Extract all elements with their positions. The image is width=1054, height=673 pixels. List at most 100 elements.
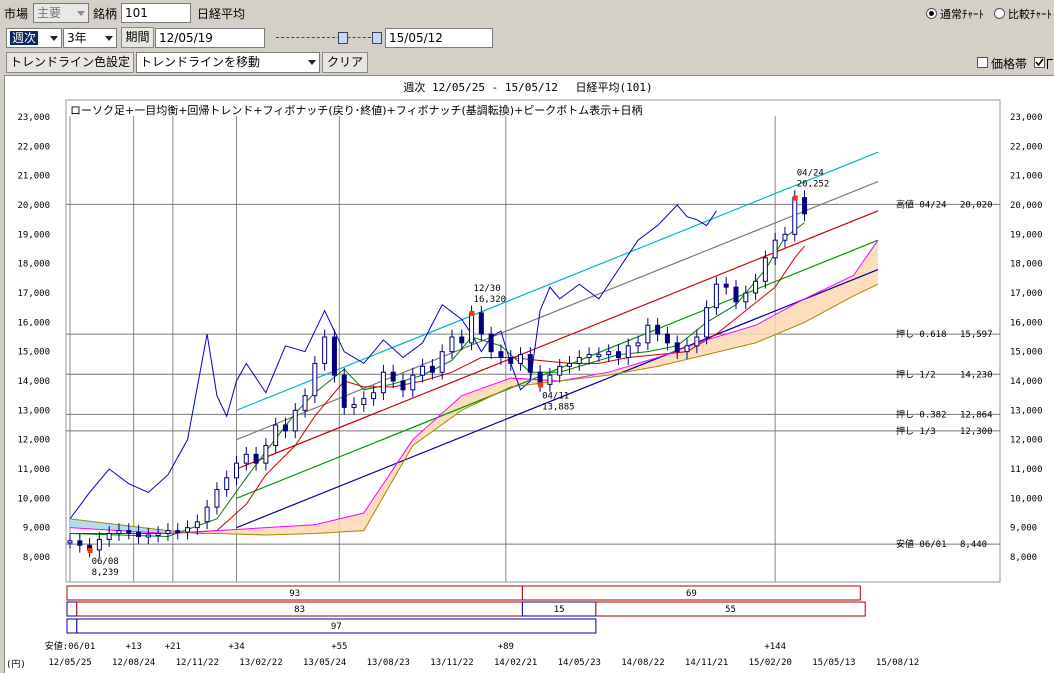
candle-body [488, 333, 494, 353]
price-band-checkbox[interactable] [977, 57, 988, 68]
candle-body [459, 336, 465, 344]
x-tick-label: 13/02/22 [239, 658, 282, 668]
candle-body [233, 462, 239, 479]
candle-body [145, 534, 151, 538]
market-select[interactable]: 主要 [33, 3, 89, 23]
candle-body [312, 362, 318, 397]
clear-button[interactable]: クリア [322, 52, 368, 73]
day-count-box [521, 585, 861, 601]
chevron-down-icon [308, 60, 316, 65]
x-tick-label: 13/05/24 [303, 658, 346, 668]
candle-body [243, 453, 249, 464]
y-tick-label-left: 19,000 [17, 230, 50, 240]
y-tick-label-right: 15,000 [1010, 348, 1043, 358]
candle-body [96, 538, 102, 551]
symbol-name: 日経平均 [197, 7, 246, 21]
compare-chart-label: 比較ﾁｬｰﾄ [1008, 8, 1052, 21]
trendline-action-select[interactable]: トレンドラインを移動 [136, 52, 320, 73]
check-icon [1035, 58, 1044, 67]
candle-body [557, 365, 563, 376]
vertical-marker-label: +13 [126, 642, 142, 652]
second-checkbox[interactable] [1034, 57, 1045, 68]
candle-body [635, 342, 641, 347]
y-tick-label-left: 21,000 [17, 172, 50, 182]
day-count-label: 83 [294, 605, 305, 615]
day-count-label: 69 [686, 589, 697, 599]
x-tick-label: 14/02/21 [494, 658, 537, 668]
date-range-slider[interactable] [276, 32, 384, 44]
x-tick-label: 14/05/23 [558, 658, 601, 668]
candle-body [341, 374, 347, 408]
y-tick-label-left: 23,000 [17, 113, 50, 123]
day-count-label: 15 [554, 605, 565, 615]
series-line-lagging-span [69, 204, 717, 520]
candle-body [645, 324, 651, 344]
y-tick-label-right: 8,000 [1010, 553, 1037, 563]
peak-marker [792, 195, 798, 201]
peak-value-label: 13,885 [542, 402, 575, 412]
end-date-input[interactable]: 15/05/12 [385, 28, 493, 48]
candle-body [185, 527, 191, 533]
toolbar-row-3: トレンドライン色設定 トレンドラインを移動 クリア 価格帯 [0, 51, 1054, 75]
vertical-marker-label: +21 [165, 642, 181, 652]
radio-normal-chart[interactable] [926, 8, 937, 19]
y-unit-label: (円) [6, 659, 26, 670]
peak-value-label: 8,239 [92, 568, 119, 578]
chart-title: ローソク足+一目均衡+回帰トレンド+フィボナッチ(戻り･終値)+フィボナッチ(基… [70, 103, 643, 117]
peak-date-label: 04/24 [797, 169, 824, 179]
start-date-input[interactable]: 12/05/19 [155, 28, 265, 48]
y-tick-label-left: 11,000 [17, 465, 50, 475]
candle-body [694, 336, 700, 347]
slider-handle-start[interactable] [338, 32, 348, 44]
candle-body [410, 374, 416, 391]
period-length-select[interactable]: 3年 [63, 28, 117, 48]
candle-body [361, 398, 367, 405]
candle-body [743, 292, 749, 303]
candle-body [439, 351, 445, 373]
candle-body [782, 233, 788, 241]
candle-body [194, 521, 200, 529]
candle-body [792, 197, 798, 235]
slider-handle-end[interactable] [372, 32, 382, 44]
fibonacci-label: 押し 0.618 [896, 328, 947, 340]
period-button[interactable]: 期間 [121, 27, 154, 48]
fibonacci-value: 12,864 [960, 410, 993, 420]
candle-body [253, 453, 259, 464]
fibonacci-value: 8,440 [960, 540, 987, 550]
start-date-value: 12/05/19 [159, 31, 213, 45]
period-unit-select[interactable]: 週次 [6, 28, 62, 48]
fibonacci-label: 押し 1/2 [896, 368, 936, 380]
candle-body [733, 286, 739, 303]
candle-body [802, 197, 808, 215]
regression-line [236, 210, 879, 470]
candle-body [155, 533, 161, 537]
vertical-marker-label: +89 [498, 642, 514, 652]
chevron-down-icon [105, 36, 113, 41]
y-tick-label-right: 23,000 [1010, 113, 1043, 123]
candle-body [753, 280, 759, 294]
peak-marker [469, 310, 475, 316]
regression-line [236, 268, 879, 529]
candle-body [566, 362, 572, 367]
trendline-action-value: トレンドラインを移動 [140, 55, 261, 69]
candle-body [302, 395, 308, 411]
y-tick-label-right: 19,000 [1010, 230, 1043, 240]
candle-body [420, 365, 426, 376]
fibonacci-label: 押し 1/3 [896, 425, 936, 437]
candle-body [67, 540, 73, 544]
radio-compare-chart[interactable] [994, 8, 1005, 19]
x-tick-label: 13/11/22 [430, 658, 473, 668]
candle-body [331, 336, 337, 376]
trendline-color-button[interactable]: トレンドライン色設定 [6, 52, 134, 73]
candle-body [224, 477, 230, 491]
ichimoku-cloud-bearish [70, 518, 198, 534]
y-tick-label-right: 16,000 [1010, 318, 1043, 328]
peak-date-label: 06/08 [92, 557, 119, 567]
candle-body [508, 357, 514, 364]
y-tick-label-left: 17,000 [17, 289, 50, 299]
symbol-input[interactable]: 101 [121, 3, 191, 23]
vertical-marker-label: 安値:06/01 [45, 640, 96, 652]
y-tick-label-right: 12,000 [1010, 436, 1043, 446]
candle-body [615, 351, 621, 359]
fibonacci-value: 15,597 [960, 330, 993, 340]
